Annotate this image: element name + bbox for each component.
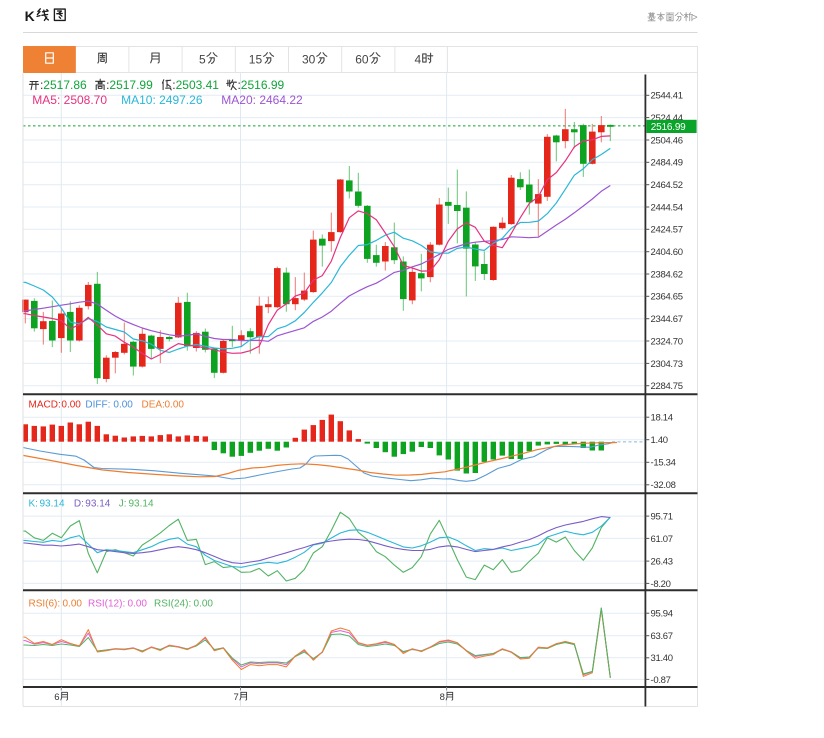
svg-text:2516.99: 2516.99 xyxy=(241,78,285,92)
svg-text:-15.34: -15.34 xyxy=(651,458,676,469)
svg-text:-32.08: -32.08 xyxy=(651,480,676,491)
svg-text:2284.75: 2284.75 xyxy=(651,381,683,392)
svg-text:31.40: 31.40 xyxy=(651,653,673,664)
svg-text:2504.46: 2504.46 xyxy=(651,135,683,146)
svg-text:2444.54: 2444.54 xyxy=(651,202,683,213)
svg-text:95.94: 95.94 xyxy=(651,609,673,620)
svg-text:18.14: 18.14 xyxy=(651,413,673,424)
svg-text:0.00: 0.00 xyxy=(61,400,81,411)
svg-text:1.40: 1.40 xyxy=(651,435,668,446)
svg-text:MA10: 2497.26: MA10: 2497.26 xyxy=(121,93,203,107)
svg-text:2304.73: 2304.73 xyxy=(651,359,683,370)
svg-text:0.00: 0.00 xyxy=(113,400,133,411)
svg-text:2324.70: 2324.70 xyxy=(651,336,683,347)
svg-text:DIFF:: DIFF: xyxy=(85,400,110,411)
svg-text:0.00: 0.00 xyxy=(63,599,83,610)
svg-text:26.43: 26.43 xyxy=(651,557,673,568)
svg-text:63.67: 63.67 xyxy=(651,631,673,642)
svg-text:RSI(6):: RSI(6): xyxy=(29,599,61,610)
svg-text:>: > xyxy=(692,13,698,24)
svg-text:K: K xyxy=(25,8,35,24)
svg-text:MA5: 2508.70: MA5: 2508.70 xyxy=(32,93,107,107)
svg-text:61.07: 61.07 xyxy=(651,534,673,545)
svg-text:8: 8 xyxy=(440,692,445,703)
svg-text:2364.65: 2364.65 xyxy=(651,292,683,303)
svg-text:2524.44: 2524.44 xyxy=(651,113,683,124)
svg-text:2464.52: 2464.52 xyxy=(651,180,683,191)
svg-text:2484.49: 2484.49 xyxy=(651,158,683,169)
svg-text:30: 30 xyxy=(302,53,316,67)
svg-text:93.14: 93.14 xyxy=(129,499,154,510)
svg-text:60: 60 xyxy=(355,53,369,67)
svg-text:4: 4 xyxy=(415,53,422,67)
svg-text:J:: J: xyxy=(119,499,127,510)
svg-text::: : xyxy=(40,78,43,92)
svg-text:2516.99: 2516.99 xyxy=(651,122,686,133)
svg-text:2404.60: 2404.60 xyxy=(651,247,683,258)
svg-text:2503.41: 2503.41 xyxy=(176,78,220,92)
svg-text:K:: K: xyxy=(29,499,38,510)
svg-text:0.00: 0.00 xyxy=(165,400,185,411)
svg-text:2384.62: 2384.62 xyxy=(651,269,683,280)
svg-text:2517.86: 2517.86 xyxy=(43,78,87,92)
svg-text:15: 15 xyxy=(249,53,263,67)
svg-text:2517.99: 2517.99 xyxy=(109,78,153,92)
svg-text:0.00: 0.00 xyxy=(194,599,214,610)
svg-text:MACD:: MACD: xyxy=(29,400,61,411)
svg-text:6: 6 xyxy=(54,692,59,703)
svg-text:5: 5 xyxy=(199,53,206,67)
svg-text::: : xyxy=(238,78,241,92)
svg-text:DEA:: DEA: xyxy=(142,400,165,411)
svg-text:0.00: 0.00 xyxy=(128,599,148,610)
svg-text::: : xyxy=(172,78,175,92)
svg-text:2544.41: 2544.41 xyxy=(651,91,683,102)
svg-text:2344.67: 2344.67 xyxy=(651,314,683,325)
svg-text:-0.87: -0.87 xyxy=(651,675,671,686)
svg-text:RSI(12):: RSI(12): xyxy=(88,599,125,610)
svg-text::: : xyxy=(106,78,109,92)
svg-text:RSI(24):: RSI(24): xyxy=(154,599,191,610)
svg-text:93.14: 93.14 xyxy=(85,499,110,510)
svg-text:D:: D: xyxy=(74,499,84,510)
svg-text:7: 7 xyxy=(234,692,239,703)
svg-text:MA20: 2464.22: MA20: 2464.22 xyxy=(221,93,303,107)
svg-text:-8.20: -8.20 xyxy=(651,579,671,590)
svg-text:95.71: 95.71 xyxy=(651,512,673,523)
svg-text:93.14: 93.14 xyxy=(40,499,65,510)
svg-text:2424.57: 2424.57 xyxy=(651,225,683,236)
